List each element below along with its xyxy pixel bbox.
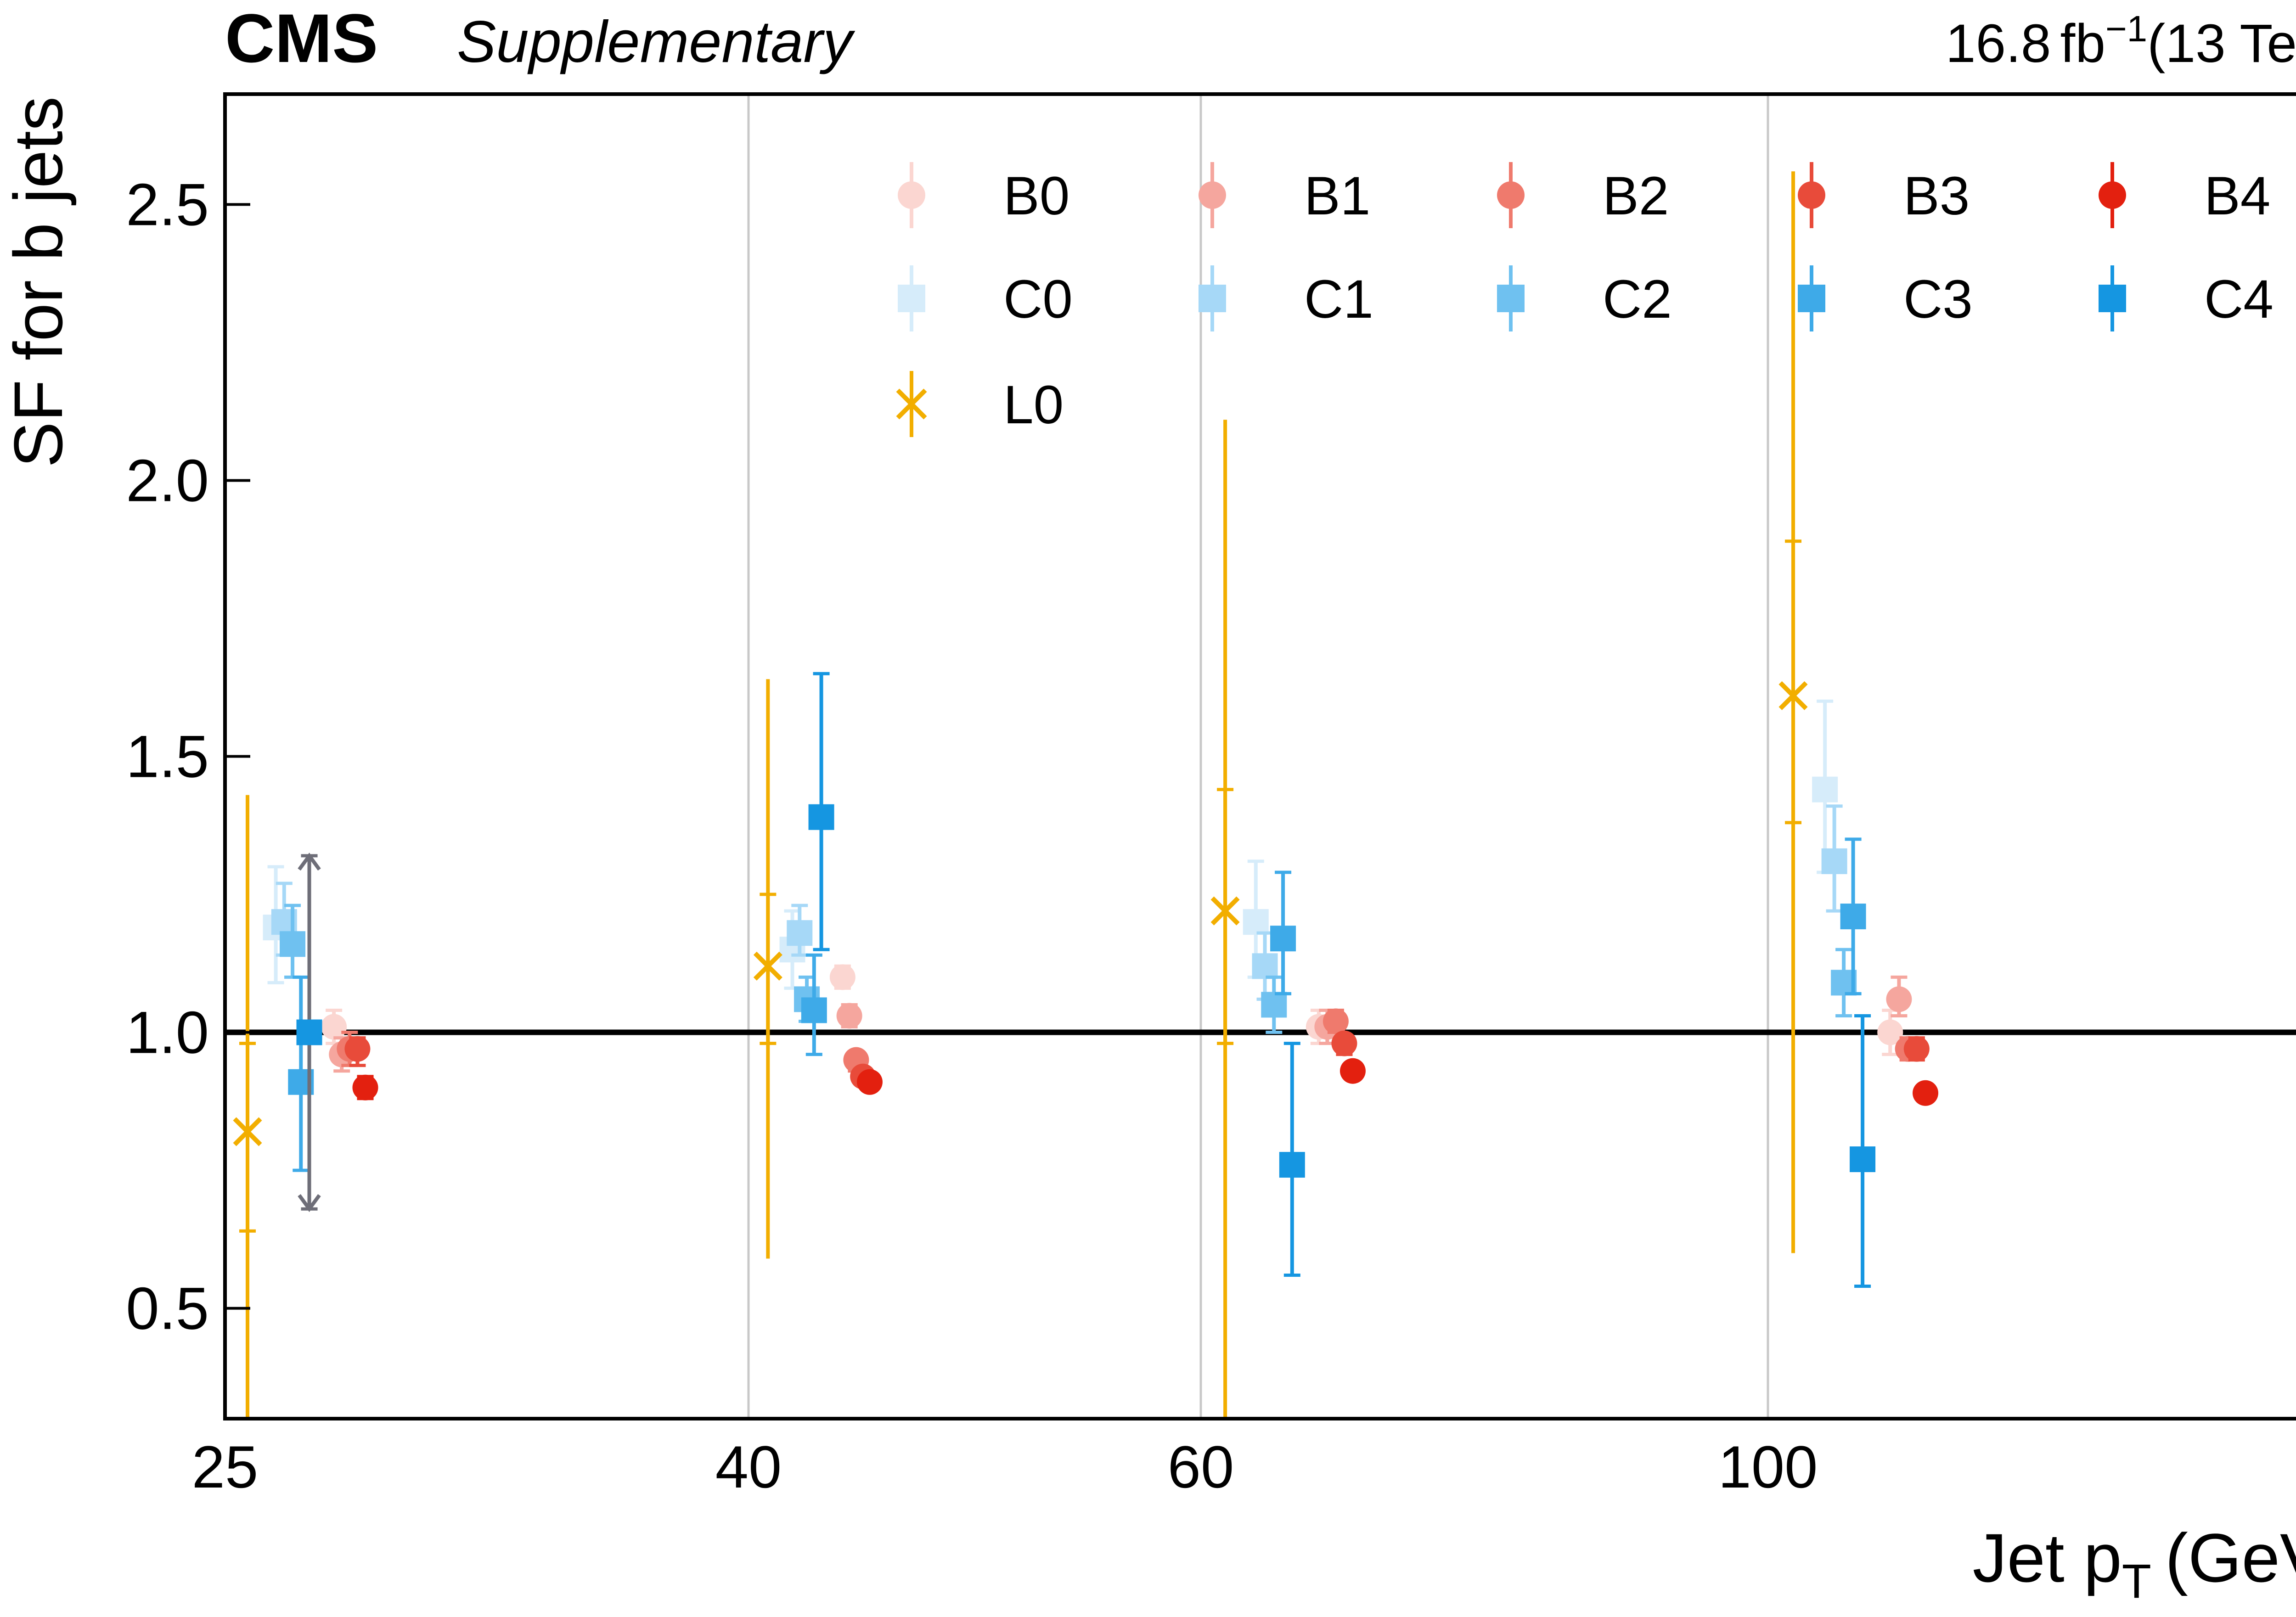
- marker-C4: [296, 1019, 322, 1045]
- legend-label-C0: C0: [1003, 269, 1073, 330]
- legend-marker-B1: [1199, 181, 1226, 209]
- legend-marker-C1: [1199, 285, 1226, 312]
- marker-B0: [829, 964, 855, 990]
- legend-marker-C0: [898, 285, 925, 312]
- marker-B1: [836, 1003, 862, 1029]
- marker-C1: [1252, 953, 1278, 979]
- x-tick-label: 40: [715, 1433, 782, 1500]
- marker-C4: [1279, 1152, 1305, 1178]
- marker-L0: [753, 951, 782, 981]
- y-tick-label: 0.5: [126, 1275, 209, 1342]
- marker-B0: [1877, 1019, 1903, 1045]
- y-axis: 0.5 1.0 1.5 2.0 2.5: [126, 171, 250, 1342]
- marker-B4: [856, 1069, 883, 1095]
- marker-L0: [233, 1117, 262, 1146]
- legend-label-B0: B0: [1003, 166, 1069, 226]
- marker-B3: [344, 1036, 371, 1062]
- series-C4: [296, 672, 1876, 1288]
- x-tick-label: 25: [192, 1433, 259, 1500]
- marker-C2: [1261, 992, 1287, 1018]
- marker-C0: [1812, 776, 1838, 803]
- series-B3: [344, 1030, 1930, 1089]
- series-B4: [352, 1058, 1939, 1106]
- marker-C3: [801, 997, 827, 1023]
- legend-label-C2: C2: [1603, 269, 1672, 330]
- legend-label-B1: B1: [1304, 166, 1370, 226]
- marker-C4: [808, 804, 834, 830]
- y-tick-label: 1.0: [126, 999, 209, 1066]
- legend-entry-B3: B3: [1798, 162, 1970, 228]
- x-tick-label: 100: [1718, 1433, 1818, 1500]
- legend: B0 B1 B2 B3 B4 C0 C1 C2 C3 C4 L0: [896, 162, 2273, 437]
- marker-L0: [1778, 681, 1808, 710]
- legend-entry-B1: B1: [1199, 162, 1370, 228]
- marker-C0: [1243, 909, 1269, 935]
- supplementary-tag: Supplementary: [457, 9, 855, 75]
- legend-marker-C2: [1497, 285, 1525, 312]
- series-L0: [233, 171, 1808, 1419]
- bin-separators: [747, 94, 1769, 1419]
- marker-B4: [1913, 1080, 1939, 1106]
- legend-label-B2: B2: [1603, 166, 1669, 226]
- marker-C2: [280, 931, 306, 957]
- data-points: [233, 171, 1939, 1419]
- legend-label-L0: L0: [1003, 375, 1064, 435]
- plot-frame: [223, 92, 2296, 1420]
- legend-marker-B3: [1798, 181, 1825, 209]
- legend-marker-B2: [1497, 181, 1525, 209]
- legend-entry-C0: C0: [898, 265, 1073, 331]
- arrow-down-C4: [298, 1194, 321, 1212]
- legend-label-B3: B3: [1903, 166, 1970, 226]
- legend-entry-C2: C2: [1497, 265, 1672, 331]
- legend-entry-B0: B0: [898, 162, 1069, 228]
- marker-L0: [1210, 896, 1240, 926]
- experiment-label: CMS: [225, 0, 378, 77]
- series-C2: [280, 904, 1857, 1034]
- arrow-up-C4: [298, 853, 321, 871]
- legend-marker-B0: [898, 181, 925, 209]
- x-axis-label: Jet pT(GeV): [1973, 1519, 2296, 1608]
- legend-label-C3: C3: [1903, 269, 1973, 330]
- marker-B0: [321, 1014, 347, 1040]
- legend-entry-B4: B4: [2099, 162, 2270, 228]
- legend-label-C4: C4: [2204, 269, 2273, 330]
- legend-marker-C4: [2099, 285, 2126, 312]
- luminosity-label: 16.8fb−1(13 TeV): [1946, 8, 2296, 74]
- marker-B1: [1886, 986, 1912, 1012]
- series-C3: [288, 837, 1866, 1172]
- y-axis-label: SF for b jets: [0, 96, 77, 468]
- legend-marker-L0: [896, 388, 927, 420]
- marker-B4: [1339, 1058, 1366, 1084]
- marker-B3: [1331, 1030, 1357, 1056]
- y-tick-label: 1.5: [126, 723, 209, 790]
- legend-label-B4: B4: [2204, 166, 2270, 226]
- x-axis: 25 40 60 100: [192, 1433, 1818, 1500]
- x-tick-label: 60: [1168, 1433, 1234, 1500]
- marker-B2: [1322, 1008, 1349, 1034]
- marker-C3: [1840, 904, 1866, 930]
- legend-entry-B2: B2: [1497, 162, 1669, 228]
- marker-C1: [1821, 848, 1847, 874]
- marker-C1: [787, 920, 813, 946]
- y-tick-label: 2.5: [126, 171, 209, 238]
- marker-B3: [1903, 1036, 1930, 1062]
- legend-label-C1: C1: [1304, 269, 1373, 330]
- y-tick-label: 2.0: [126, 447, 209, 514]
- series-B0: [321, 964, 1903, 1056]
- series-C0: [263, 699, 1838, 990]
- marker-C3: [1270, 926, 1296, 952]
- series-B1: [329, 975, 1912, 1073]
- legend-marker-C3: [1798, 285, 1825, 312]
- marker-C4: [1850, 1146, 1876, 1173]
- legend-entry-C3: C3: [1798, 265, 1973, 331]
- legend-entry-C4: C4: [2099, 265, 2273, 331]
- legend-entry-L0: L0: [896, 371, 1064, 437]
- series-B2: [337, 1008, 1921, 1073]
- legend-entry-C1: C1: [1199, 265, 1373, 331]
- marker-B4: [352, 1074, 378, 1100]
- legend-marker-B4: [2099, 181, 2126, 209]
- series-C1: [271, 804, 1847, 1001]
